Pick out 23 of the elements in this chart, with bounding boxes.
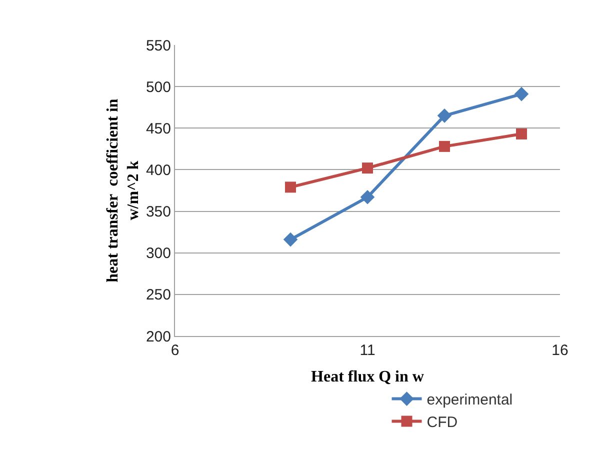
y-tick-label: 300 (146, 245, 171, 262)
x-tick-label: 11 (360, 342, 376, 359)
x-tick-label: 16 (552, 342, 568, 359)
point (362, 162, 373, 174)
y-tick-label: 550 (146, 37, 171, 54)
point (439, 140, 450, 152)
y-tick-label: 200 (146, 328, 171, 346)
point (285, 182, 296, 193)
y-tick-label: 400 (146, 162, 171, 179)
legend-label: experimental (426, 392, 513, 409)
y-tick-label: 450 (146, 120, 171, 138)
point (283, 232, 298, 247)
y-tick-label: 250 (146, 286, 171, 304)
x-axis-title: Heat flux Q in w (311, 368, 424, 386)
point (360, 190, 375, 204)
y-tick-label: 350 (146, 204, 171, 221)
y-axis-title: heat transfer coefficient in w/m^2 k (104, 98, 142, 282)
y-tick-label: 500 (146, 78, 171, 96)
legend-label: CFD (426, 414, 458, 432)
point (437, 108, 452, 123)
x-tick-label: 6 (170, 342, 180, 359)
point (514, 86, 529, 102)
point (516, 128, 527, 140)
